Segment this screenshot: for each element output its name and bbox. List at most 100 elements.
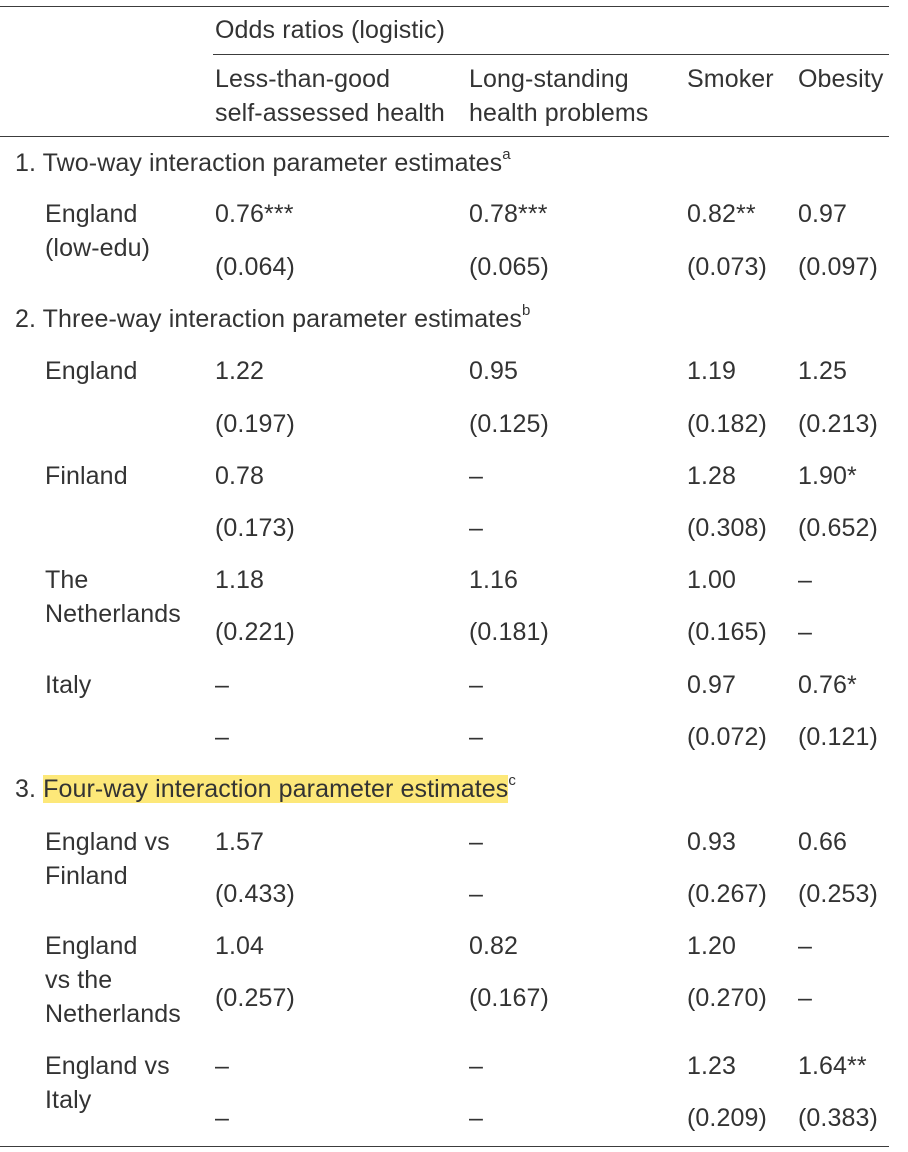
estimate-cell: 1.57 [215, 828, 265, 856]
estimate-cell: 0.93 [687, 828, 737, 856]
column-header-1-line1: Less-than-good [215, 65, 391, 93]
section-title: 1. Two-way interaction parameter estimat… [15, 149, 503, 177]
column-header-3: Smoker [687, 65, 774, 93]
section-prefix: 2. [15, 305, 43, 333]
estimate-cell: 0.82** [687, 200, 756, 228]
estimate-cell: – [215, 1052, 230, 1080]
row-label: England vs [45, 828, 170, 856]
row-label: The [45, 566, 89, 594]
estimate-cell: – [798, 932, 813, 960]
estimate-cell: 1.25 [798, 357, 848, 385]
row-label: Finland [45, 462, 128, 490]
se-cell: (0.433) [215, 880, 295, 908]
row-label: Netherlands [45, 1000, 181, 1028]
se-cell: (0.072) [687, 723, 767, 751]
row-label: England [45, 357, 138, 385]
estimate-cell: 1.22 [215, 357, 265, 385]
se-cell: (0.308) [687, 514, 767, 542]
estimate-cell: 0.95 [469, 357, 519, 385]
estimate-cell: – [469, 462, 484, 490]
se-cell: (0.221) [215, 618, 295, 646]
se-cell: (0.073) [687, 253, 767, 281]
row-label: (low-edu) [45, 234, 151, 262]
column-header-2-line2: health problems [469, 99, 649, 127]
se-cell: (0.270) [687, 984, 767, 1012]
row-label: Italy [45, 1086, 92, 1114]
se-cell: (0.167) [469, 984, 549, 1012]
spanner-rule [213, 54, 889, 55]
section-title-highlighted: Four-way interaction parameter estimates [43, 775, 509, 803]
se-cell: (0.065) [469, 253, 549, 281]
top-rule [0, 6, 889, 7]
column-spanner: Odds ratios (logistic) [215, 16, 446, 44]
section-heading-3: 3. Four-way interaction parameter estima… [15, 772, 516, 806]
estimate-cell: 1.90* [798, 462, 857, 490]
section-title: Three-way interaction parameter estimate… [42, 305, 522, 333]
estimate-cell: 1.04 [215, 932, 265, 960]
se-cell: (0.181) [469, 618, 549, 646]
estimate-cell: 0.78 [215, 462, 265, 490]
se-cell: (0.257) [215, 984, 295, 1012]
se-cell: – [798, 984, 813, 1012]
se-cell: (0.197) [215, 410, 295, 438]
se-cell: (0.173) [215, 514, 295, 542]
footnote-marker: c [508, 771, 517, 789]
row-label: England vs [45, 1052, 170, 1080]
section-heading-2: 2. Three-way interaction parameter estim… [15, 302, 530, 336]
section-prefix: 3. [15, 775, 44, 803]
se-cell: (0.064) [215, 253, 295, 281]
estimate-cell: 0.66 [798, 828, 848, 856]
row-label: England [45, 200, 138, 228]
estimate-cell: 1.28 [687, 462, 737, 490]
se-cell: (0.253) [798, 880, 878, 908]
column-header-1-line2: self-assessed health [215, 99, 445, 127]
estimate-cell: 1.20 [687, 932, 737, 960]
estimate-cell: 0.97 [687, 671, 737, 699]
bottom-rule [0, 1146, 889, 1147]
estimate-cell: 1.18 [215, 566, 265, 594]
se-cell: – [469, 880, 484, 908]
estimate-cell: 0.76* [798, 671, 857, 699]
estimate-cell: 0.82 [469, 932, 519, 960]
se-cell: – [215, 723, 230, 751]
estimate-cell: 1.00 [687, 566, 737, 594]
se-cell: (0.125) [469, 410, 549, 438]
estimate-cell: 0.97 [798, 200, 848, 228]
se-cell: (0.652) [798, 514, 878, 542]
se-cell: – [469, 514, 484, 542]
estimate-cell: – [469, 671, 484, 699]
se-cell: (0.182) [687, 410, 767, 438]
estimate-cell: – [469, 828, 484, 856]
estimate-cell: 1.16 [469, 566, 519, 594]
row-label: Finland [45, 862, 128, 890]
se-cell: (0.121) [798, 723, 878, 751]
se-cell: (0.267) [687, 880, 767, 908]
column-header-2-line1: Long-standing [469, 65, 629, 93]
section-heading-1: 1. Two-way interaction parameter estimat… [15, 146, 511, 180]
se-cell: (0.213) [798, 410, 878, 438]
row-label: Netherlands [45, 600, 181, 628]
column-header-4: Obesity [798, 65, 884, 93]
estimate-cell: 1.19 [687, 357, 737, 385]
row-label: Italy [45, 671, 92, 699]
se-cell: – [469, 1104, 484, 1132]
se-cell: – [798, 618, 813, 646]
row-label: England [45, 932, 138, 960]
se-cell: (0.383) [798, 1104, 878, 1132]
estimate-cell: – [469, 1052, 484, 1080]
estimate-cell: – [215, 671, 230, 699]
se-cell: – [215, 1104, 230, 1132]
estimate-cell: 1.23 [687, 1052, 737, 1080]
estimate-cell: 1.64** [798, 1052, 867, 1080]
se-cell: (0.097) [798, 253, 878, 281]
estimate-cell: – [798, 566, 813, 594]
se-cell: – [469, 723, 484, 751]
estimate-cell: 0.78*** [469, 200, 548, 228]
se-cell: (0.209) [687, 1104, 767, 1132]
header-bottom-rule [0, 136, 889, 137]
se-cell: (0.165) [687, 618, 767, 646]
estimate-cell: 0.76*** [215, 200, 294, 228]
row-label: vs the [45, 966, 113, 994]
footnote-marker: b [521, 301, 531, 319]
